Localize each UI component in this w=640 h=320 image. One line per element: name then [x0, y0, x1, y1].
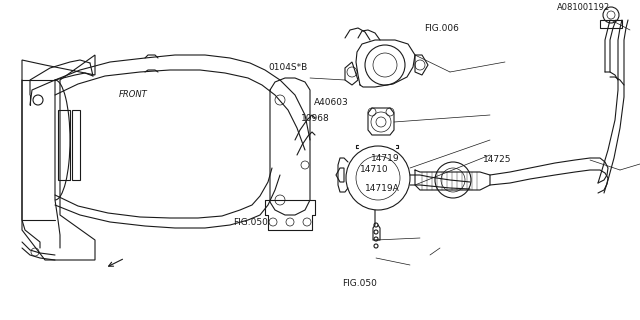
Text: 14719: 14719 — [371, 154, 400, 163]
Text: FIG.050: FIG.050 — [342, 279, 377, 288]
Text: 14719A: 14719A — [365, 184, 399, 193]
Text: 14710: 14710 — [360, 165, 389, 174]
Text: FIG.006: FIG.006 — [424, 24, 458, 33]
Text: A081001192: A081001192 — [557, 4, 610, 12]
Text: 0104S*B: 0104S*B — [269, 63, 308, 72]
Text: 10968: 10968 — [301, 114, 330, 123]
Text: A40603: A40603 — [314, 98, 348, 107]
Text: FIG.050: FIG.050 — [234, 218, 268, 227]
Text: 14725: 14725 — [483, 156, 512, 164]
Text: FRONT: FRONT — [118, 90, 147, 99]
